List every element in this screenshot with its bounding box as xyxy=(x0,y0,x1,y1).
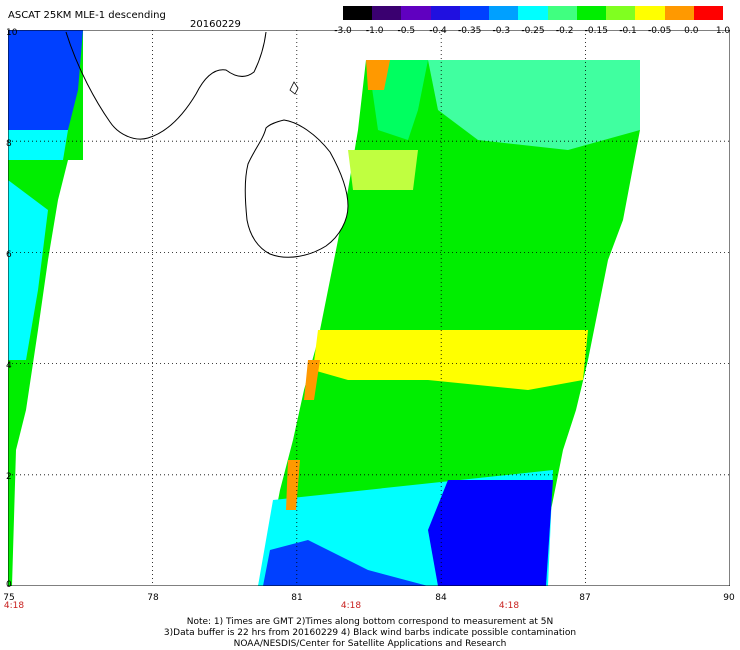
colorbar xyxy=(343,6,724,20)
lat-tick-10: 10 xyxy=(6,28,18,38)
lon-tick-78: 78 xyxy=(147,593,159,603)
main-swath-blue xyxy=(428,480,553,586)
colorbar-label: -3.0 xyxy=(334,26,352,36)
colorbar-swatch xyxy=(489,6,519,20)
main-swath-yellow xyxy=(313,330,588,390)
footnotes: Note: 1) Times are GMT 2)Times along bot… xyxy=(0,617,740,650)
left-swath-mid xyxy=(8,130,68,160)
lat-tick-2: 2 xyxy=(6,472,12,482)
colorbar-swatch xyxy=(664,6,695,20)
colorbar-swatch xyxy=(518,6,549,20)
main-swath-orange-n xyxy=(366,60,390,90)
lon-tick-90: 90 xyxy=(723,593,735,603)
colorbar-swatch xyxy=(372,6,402,20)
colorbar-label: -0.1 xyxy=(619,26,637,36)
time-label-1: 4:18 xyxy=(3,601,25,611)
colorbar-swatch xyxy=(430,6,461,20)
lon-tick-84: 84 xyxy=(435,593,447,603)
main-swath-orange-s xyxy=(286,460,300,510)
note-line-2: 3)Data buffer is 22 hrs from 20160229 4)… xyxy=(163,628,577,638)
left-swath-mid-2 xyxy=(8,180,48,360)
wind-swath-layer xyxy=(8,30,640,586)
colorbar-label: -0.2 xyxy=(555,26,574,36)
map-date: 20160229 xyxy=(190,19,241,30)
colorbar-label: 0.0 xyxy=(684,26,699,36)
colorbar-label: -0.4 xyxy=(429,26,447,36)
main-swath-orange-m xyxy=(304,360,320,400)
colorbar-label: -0.25 xyxy=(521,26,545,36)
colorbar-swatch xyxy=(693,6,724,20)
time-label-2: 4:18 xyxy=(340,601,362,611)
lon-tick-81: 81 xyxy=(291,593,303,603)
lat-tick-8: 8 xyxy=(6,139,12,149)
colorbar-label: -0.15 xyxy=(584,26,608,36)
colorbar-label: -0.05 xyxy=(648,26,672,36)
colorbar-swatch xyxy=(343,6,373,20)
coast-fragment xyxy=(289,81,299,95)
colorbar-swatch xyxy=(547,6,578,20)
lon-tick-87: 87 xyxy=(579,593,591,603)
lat-tick-0: 0 xyxy=(6,580,12,590)
colorbar-swatch xyxy=(459,6,490,20)
map-plot xyxy=(8,30,730,586)
colorbar-swatch xyxy=(635,6,666,20)
lat-tick-4: 4 xyxy=(6,361,12,371)
colorbar-swatch xyxy=(401,6,432,20)
sri-lanka-outline xyxy=(244,119,349,258)
colorbar-swatch xyxy=(606,6,636,20)
note-line-1: Note: 1) Times are GMT 2)Times along bot… xyxy=(186,617,554,627)
left-swath-low xyxy=(8,30,83,130)
colorbar-swatch xyxy=(576,6,607,20)
map-grid xyxy=(8,30,730,586)
colorbar-label: -0.35 xyxy=(458,26,482,36)
colorbar-label: -0.5 xyxy=(397,26,416,36)
main-swath xyxy=(258,60,640,586)
colorbar-label: -1.0 xyxy=(365,26,384,36)
map-title: ASCAT 25KM MLE-1 descending xyxy=(8,10,166,21)
note-line-3: NOAA/NESDIS/Center for Satellite Applica… xyxy=(233,639,507,649)
colorbar-label: 1.0 xyxy=(715,26,731,36)
main-swath-ylw-2 xyxy=(348,150,418,190)
india-coastline xyxy=(65,31,267,140)
colorbar-label: -0.3 xyxy=(492,26,511,36)
lon-tick-75: 75 xyxy=(3,593,15,603)
left-swath xyxy=(8,30,83,586)
main-swath-blue-sw xyxy=(263,540,428,586)
sri-lanka-coastline xyxy=(65,31,349,258)
lat-tick-6: 6 xyxy=(6,250,12,260)
time-label-3: 4:18 xyxy=(498,601,520,611)
main-swath-ne xyxy=(428,60,640,150)
